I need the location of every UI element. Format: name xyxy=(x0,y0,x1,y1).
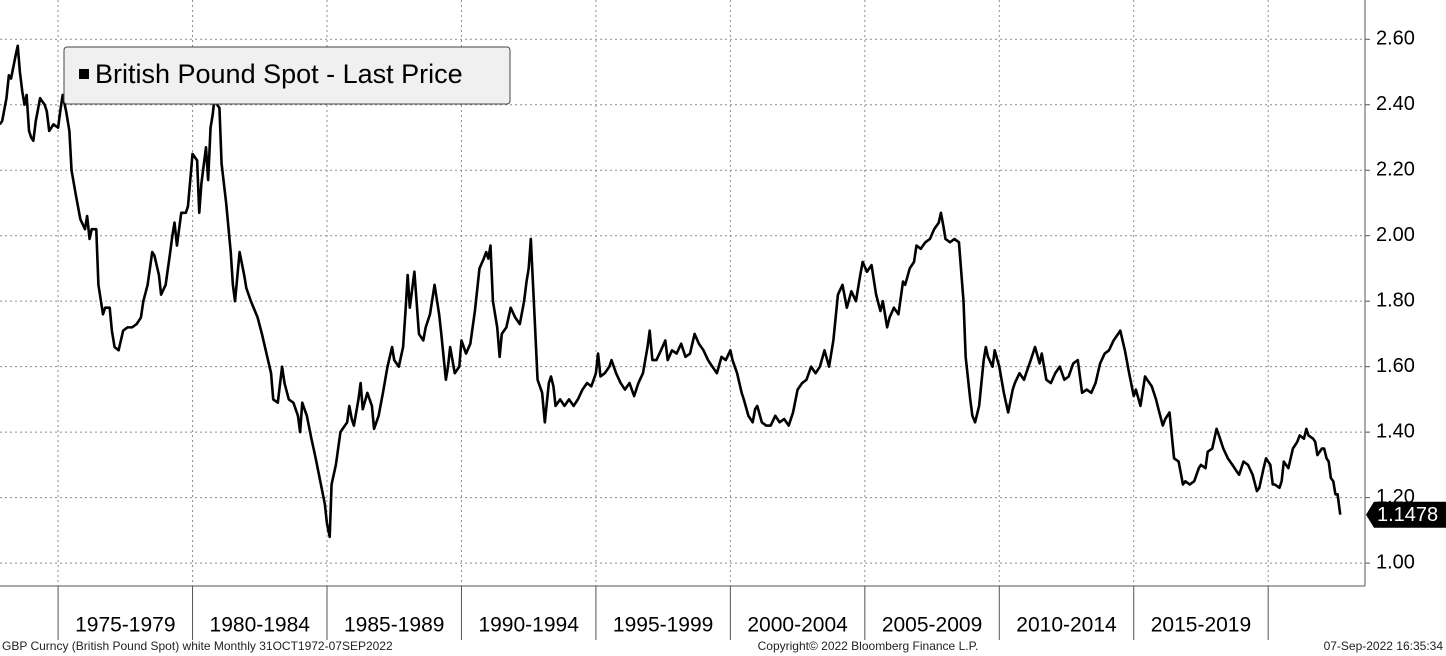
legend-swatch xyxy=(79,69,89,79)
footer-left: GBP Curncy (British Pound Spot) white Mo… xyxy=(2,639,393,653)
y-tick-label: 2.20 xyxy=(1376,159,1415,181)
last-price-label: 1.1478 xyxy=(1377,504,1438,526)
plot xyxy=(0,44,1342,539)
legend-box xyxy=(63,46,511,105)
x-tick-label: 1975-1979 xyxy=(75,614,175,637)
y-tick-label: 1.00 xyxy=(1376,551,1415,573)
last-price-box xyxy=(1366,501,1446,528)
grid xyxy=(0,0,1370,640)
footer-center: Copyright© 2022 Bloomberg Finance L.P. xyxy=(758,639,979,653)
x-tick-label: 1995-1999 xyxy=(613,614,713,637)
x-tick-label: 1980-1984 xyxy=(210,614,311,637)
x-tick-label: 1990-1994 xyxy=(478,614,579,637)
y-tick-label: 2.40 xyxy=(1376,93,1415,115)
x-tick-label: 1985-1989 xyxy=(344,614,444,637)
y-tick-label: 1.40 xyxy=(1376,420,1415,442)
legend: British Pound Spot - Last Price xyxy=(63,46,511,105)
legend-label: British Pound Spot - Last Price xyxy=(95,59,463,89)
y-tick-label: 1.60 xyxy=(1376,355,1415,377)
y-tick-label: 2.60 xyxy=(1376,28,1415,50)
footer-right: 07-Sep-2022 16:35:34 xyxy=(1324,639,1444,653)
price-line xyxy=(0,44,1342,539)
y-tick-label: 2.00 xyxy=(1376,224,1415,246)
x-tick-label: 2015-2019 xyxy=(1151,614,1251,637)
y-tick-label: 1.80 xyxy=(1376,289,1415,311)
x-tick-label: 2005-2009 xyxy=(882,614,982,637)
x-tick-label: 2010-2014 xyxy=(1016,614,1117,637)
x-tick-label: 2000-2004 xyxy=(747,614,848,637)
